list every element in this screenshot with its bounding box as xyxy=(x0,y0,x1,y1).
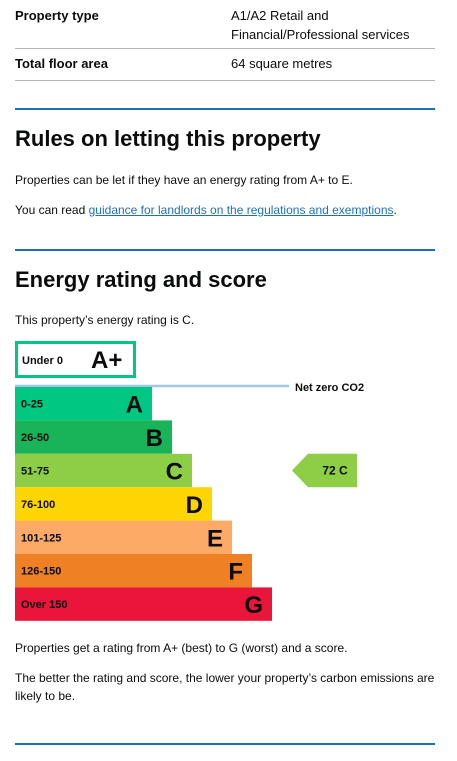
section-divider xyxy=(15,249,435,251)
band-f-letter: F xyxy=(228,559,243,586)
band-g-letter: G xyxy=(244,592,263,619)
guidance-prefix: You can read xyxy=(15,203,89,217)
band-d-range: 76-100 xyxy=(21,499,55,511)
band-aplus-box xyxy=(15,341,136,378)
band-aplus-letter: A+ xyxy=(91,347,122,374)
band-b-letter: B xyxy=(146,425,163,452)
band-a-letter: A xyxy=(126,392,143,419)
rating-explanation: Properties get a rating from A+ (best) t… xyxy=(15,641,348,655)
summary-value: A1/A2 Retail and Financial/Professional … xyxy=(231,8,410,42)
band-a-range: 0-25 xyxy=(21,399,43,411)
band-b-bar xyxy=(15,420,172,454)
band-d-letter: D xyxy=(186,492,203,519)
band-f-bar xyxy=(15,554,252,588)
energy-heading: Energy rating and score xyxy=(15,267,267,292)
band-b-range: 26-50 xyxy=(21,432,49,444)
band-d-bar xyxy=(15,487,212,521)
net-zero-label: Net zero CO2 xyxy=(295,382,364,394)
section-divider xyxy=(15,108,435,110)
current-rating-arrow xyxy=(292,453,357,488)
summary-key: Total floor area xyxy=(15,56,108,71)
current-rating-marker: 72 C xyxy=(292,453,357,488)
band-c-bar xyxy=(15,453,192,488)
band-c-letter: C xyxy=(166,459,183,486)
band-a-bar xyxy=(15,387,152,421)
band-g-range: Over 150 xyxy=(21,599,67,611)
rules-text: Properties can be let if they have an en… xyxy=(15,173,353,187)
emissions-explanation: The better the rating and score, the low… xyxy=(15,671,435,703)
current-rating-text: 72 C xyxy=(322,464,348,478)
summary-value: 64 square metres xyxy=(231,56,333,71)
rules-heading: Rules on letting this property xyxy=(15,126,321,151)
band-f-range: 126-150 xyxy=(21,566,61,578)
band-e-letter: E xyxy=(207,525,223,552)
band-aplus-range: Under 0 xyxy=(22,355,63,367)
band-g-bar xyxy=(15,587,272,621)
band-e-range: 101-125 xyxy=(21,532,61,544)
guidance-paragraph: You can read guidance for landlords on t… xyxy=(15,201,435,219)
page-content: Property type A1/A2 Retail and Financial… xyxy=(15,0,435,745)
summary-key: Property type xyxy=(15,8,99,23)
guidance-suffix: . xyxy=(393,203,397,217)
band-e-bar xyxy=(15,520,232,554)
guidance-link[interactable]: guidance for landlords on the regulation… xyxy=(88,203,394,217)
summary-row-floor-area: Total floor area 64 square metres xyxy=(15,49,435,81)
energy-rating-chart: Under 0 A+ Net zero CO2 0-25 A 26-50 B 51-75… xyxy=(15,341,364,621)
band-c-range: 51-75 xyxy=(21,466,49,478)
energy-rating-intro: This property’s energy rating is C. xyxy=(15,313,195,327)
section-divider xyxy=(15,743,435,745)
summary-row-property-type: Property type A1/A2 Retail and Financial… xyxy=(15,0,435,49)
